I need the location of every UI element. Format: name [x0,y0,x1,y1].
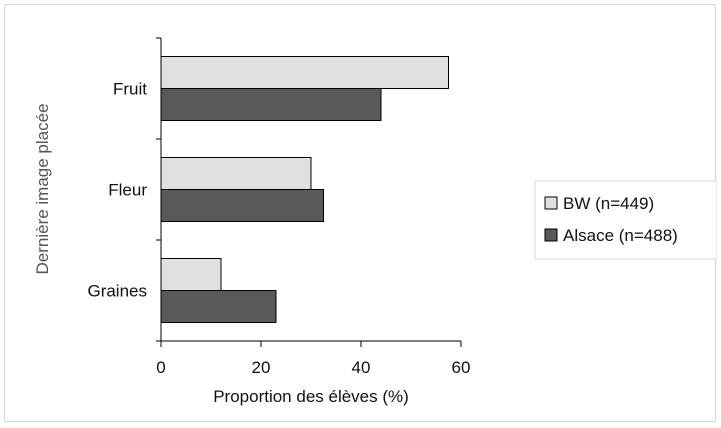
legend: BW (n=449) Alsace (n=488) [534,180,717,260]
x-tick-label-0: 0 [156,358,165,377]
bar-graines-series-2 [160,290,277,323]
y-tick-label-graines: Graines [87,282,147,301]
x-tick-label-60: 60 [452,358,471,377]
axes [160,38,461,342]
bar-graines-series-1 [160,258,222,291]
axis-ticks: Fruit Fleur Graines 0 20 40 60 [87,37,471,377]
legend-swatch-2 [544,228,558,242]
bar-marks [160,56,449,323]
legend-label-2: Alsace (n=488) [563,226,678,245]
bar-fruit-series-2 [160,88,382,121]
y-tick-label-fruit: Fruit [113,80,147,99]
legend-box [534,180,717,260]
x-tick-label-40: 40 [352,358,371,377]
chart-frame: Fruit Fleur Graines 0 20 40 60 Proportion des … [4,4,717,422]
legend-swatch-1 [544,196,558,210]
legend-label-1: BW (n=449) [563,194,654,213]
x-tick-label-20: 20 [252,358,271,377]
bar-fruit-series-1 [160,56,449,89]
x-axis-title: Proportion des élèves (%) [213,387,409,406]
bar-fleur-series-2 [160,189,324,222]
y-tick-label-fleur: Fleur [108,181,147,200]
y-axis-title: Dernière image placée [33,103,52,274]
bar-fleur-series-1 [160,157,312,190]
bar-chart: Fruit Fleur Graines 0 20 40 60 Proportion des … [33,37,717,406]
